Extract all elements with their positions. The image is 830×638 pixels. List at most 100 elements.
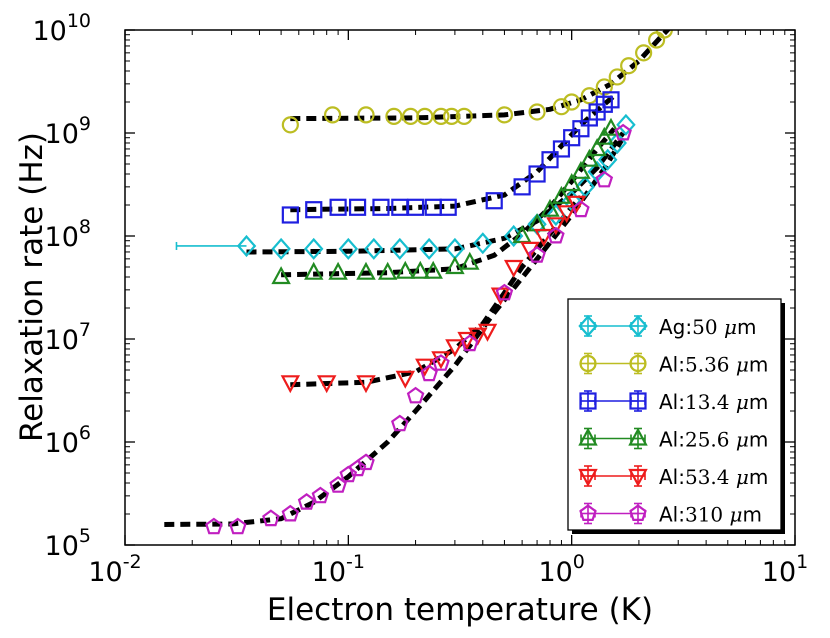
- legend-marker-triangle-down: [578, 468, 598, 487]
- data-point-pentagon: [348, 459, 367, 477]
- fit-curve-series-4: [290, 195, 583, 388]
- data-point-triangle-up: [423, 260, 443, 279]
- data-point-triangle-up: [551, 185, 572, 204]
- data-point-pentagon: [357, 453, 375, 471]
- data-point-circle: [635, 44, 653, 62]
- data-point-diamond: [338, 237, 359, 260]
- data-point-circle: [495, 106, 514, 124]
- data-point-square: [541, 151, 559, 169]
- data-point-circle: [620, 57, 638, 75]
- data-point-triangle-up: [271, 266, 291, 285]
- data-point-pentagon: [339, 465, 358, 483]
- data-point-circle: [357, 106, 375, 124]
- data-point-circle: [281, 116, 299, 134]
- data-point-pentagon: [420, 364, 438, 382]
- data-point-triangle-up: [561, 172, 582, 192]
- plot-frame: [124, 29, 796, 546]
- data-point-circle: [432, 107, 450, 125]
- data-point-square: [305, 201, 323, 219]
- data-point-pentagon: [614, 123, 632, 141]
- data-point-square: [602, 91, 620, 109]
- data-point-square: [406, 198, 425, 216]
- data-point-triangle-up: [601, 117, 621, 136]
- legend-entry: Al:25.6 μm: [578, 427, 768, 452]
- axis-ticks-layer: [124, 29, 796, 546]
- series-1-points: [281, 30, 673, 134]
- legend-entry: Al:5.36 μm: [579, 353, 768, 377]
- data-point-pentagon: [595, 170, 614, 188]
- data-point-circle: [443, 107, 461, 125]
- legend-marker-square: [629, 392, 647, 410]
- data-point-triangle-down: [395, 370, 416, 389]
- x-tick-label: 101: [762, 551, 808, 588]
- legend-label: Al:13.4 μm: [659, 390, 768, 414]
- data-point-diamond: [616, 113, 636, 136]
- data-point-triangle-down: [445, 339, 465, 358]
- y-tick-label: 109: [45, 113, 91, 150]
- data-point-triangle-up: [571, 160, 591, 179]
- data-point-triangle-up: [460, 251, 480, 270]
- data-point-triangle-down: [280, 375, 301, 394]
- data-point-circle: [385, 107, 403, 125]
- legend-label: Al:25.6 μm: [659, 428, 768, 452]
- data-point-triangle-up: [328, 261, 348, 280]
- data-point-triangle-up: [594, 126, 615, 145]
- legend-marker-diamond: [578, 314, 598, 338]
- series-2-points: [281, 91, 620, 224]
- data-point-square: [563, 129, 581, 147]
- data-point-circle: [552, 98, 571, 116]
- data-point-diamond: [236, 234, 257, 258]
- y-tick-label: 108: [45, 216, 91, 253]
- data-point-pentagon: [391, 414, 409, 432]
- legend-marker-triangle-up: [628, 427, 648, 446]
- legend: Ag:50 μm Al:5.36 μm Al:13.4 μm Al:25.6 μm Al…: [567, 298, 785, 534]
- data-point-circle: [563, 93, 581, 111]
- data-point-circle: [608, 68, 626, 86]
- y-tick-label: 106: [45, 422, 91, 459]
- legend-box: [567, 298, 782, 531]
- y-axis-label: Relaxation rate (Hz): [14, 132, 50, 442]
- data-point-square: [513, 178, 531, 196]
- data-point-pentagon: [528, 246, 546, 263]
- data-point-pentagon: [406, 386, 425, 404]
- data-point-square: [485, 192, 503, 210]
- data-point-diamond: [598, 148, 618, 171]
- y-tick-label: 107: [45, 319, 91, 356]
- data-point-triangle-up: [540, 198, 560, 217]
- legend-marker-circle: [579, 354, 597, 373]
- legend-marker-pentagon: [629, 504, 647, 522]
- data-point-triangle-up: [445, 256, 465, 275]
- data-point-pentagon: [281, 504, 300, 522]
- data-point-pentagon: [311, 486, 330, 504]
- data-point-pentagon: [297, 493, 316, 510]
- legend-marker-circle: [629, 354, 647, 373]
- data-point-pentagon: [262, 509, 280, 527]
- fit-curve-series-0: [246, 131, 626, 255]
- data-point-diamond: [390, 237, 410, 260]
- data-point-square: [329, 198, 347, 216]
- legend-label: Al:53.4 μm: [659, 465, 768, 489]
- data-point-triangle-down: [503, 259, 524, 278]
- data-point-triangle-down: [356, 375, 376, 394]
- data-point-triangle-up: [304, 261, 324, 280]
- data-point-diamond: [364, 237, 384, 260]
- legend-entry: Ag:50 μm: [578, 314, 756, 339]
- data-point-square: [552, 140, 571, 158]
- data-point-triangle-up: [356, 261, 376, 280]
- series-3-points: [271, 117, 621, 285]
- x-tick-label: 10-1: [312, 551, 365, 588]
- y-tick-labels: 105 106 107 108 109 1010: [32, 10, 91, 562]
- data-point-pentagon: [432, 354, 450, 371]
- legend-label: Al:310 μm: [659, 503, 762, 527]
- data-point-diamond: [271, 237, 291, 260]
- data-point-triangle-down: [316, 375, 337, 394]
- data-point-pentagon: [461, 334, 479, 352]
- data-point-pentagon: [495, 283, 514, 301]
- data-point-triangle-up: [579, 148, 600, 167]
- data-point-pentagon: [205, 517, 223, 535]
- y-tick-label: 1010: [32, 10, 91, 47]
- legend-entry: Al:53.4 μm: [578, 465, 768, 489]
- data-point-diamond: [473, 232, 493, 255]
- legend-marker-triangle-down: [628, 468, 648, 487]
- legend-entry: Al:13.4 μm: [579, 390, 768, 414]
